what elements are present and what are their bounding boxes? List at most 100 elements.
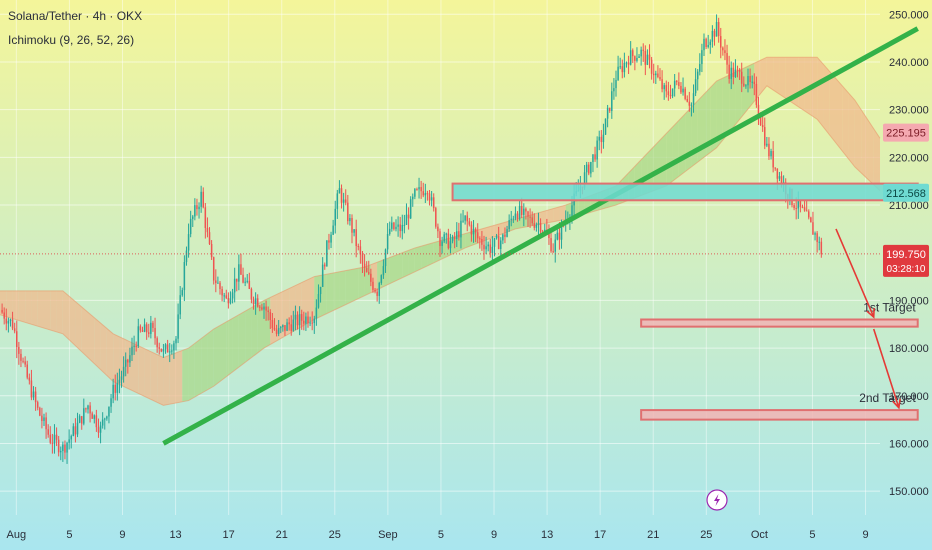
candle-body [456,231,458,240]
candle-body [810,217,812,223]
candle-body [648,54,651,60]
candle-body [644,50,647,65]
cloud-segment [421,244,428,269]
candle-body [368,272,370,274]
candle-body [705,38,707,47]
candle-body [740,71,743,84]
candle-body [41,415,43,421]
candle-body [583,172,586,188]
candle-body [261,307,263,310]
candle-body [9,319,12,321]
candle-body [374,289,376,292]
zone-2nd-target [640,409,919,421]
candle-body [217,282,219,284]
candle-body [347,202,349,222]
candle-body [305,316,307,324]
candle-body [313,318,316,324]
price-label-value: 212.568 [886,188,926,200]
candle-body [112,384,114,399]
cloud-segment [113,333,120,385]
cloud-segment [176,350,183,403]
cloud-segment [119,336,126,388]
cloud-segment [25,290,32,325]
candle-body [340,188,343,203]
candle-body [116,383,119,393]
candle-body [3,312,5,319]
candle-body [296,314,299,326]
candle-body [797,199,800,209]
candle-body [453,236,456,240]
candle-body [632,50,634,57]
candle-body [372,281,374,290]
candle-body [382,266,385,276]
candle-body [74,426,77,435]
candle-body [500,240,502,250]
lightning-icon[interactable] [706,489,728,511]
candle-body [774,167,776,169]
candle-body [72,426,75,436]
cloud-segment [308,276,315,324]
y-tick-label: 220.000 [889,152,929,164]
cloud-segment [62,290,70,340]
candle-body [53,434,56,444]
candle-body [623,62,626,73]
candle-body [428,193,431,201]
candle-body [384,249,387,267]
candle-body [468,221,471,225]
candle-body [504,234,506,237]
candle-body [778,176,781,179]
price-label-box [883,123,929,142]
cloud-segment [213,325,220,387]
candle-body [518,205,521,219]
y-tick-label: 180.000 [889,343,929,355]
candle-body [437,226,439,232]
candle-body [93,415,96,419]
candle-body [615,79,617,89]
candle-body [592,154,594,162]
candle-body [520,205,523,215]
candle-body [703,38,705,51]
target-arrow-shaft [835,228,875,318]
cloud-segment [295,282,302,331]
price-label-value: 199.750 [886,249,926,261]
candle-body [24,361,26,365]
candle-body [162,349,165,352]
cloud-segment [94,317,101,370]
cloud-segment [320,274,327,317]
candle-body [85,408,87,410]
candle-body [219,282,221,290]
candle-body [267,310,269,313]
candle-body [45,417,47,430]
candle-body [608,107,611,111]
candle-body [621,66,624,73]
cloud-segment [854,100,862,173]
target-arrow-shaft [872,328,900,408]
cloud-segment [220,321,227,382]
candle-body [20,353,22,361]
candle-body [246,280,248,282]
candle-body [720,36,722,48]
candle-body [667,91,670,96]
candle-body [743,83,745,86]
candle-body [215,280,217,283]
candle-body [294,314,297,320]
cloud-segment [829,71,836,144]
candle-body [613,88,615,92]
cloud-segment [496,222,503,237]
x-tick-label: 21 [647,529,659,541]
candle-body [751,81,753,83]
candle-body [495,235,498,239]
x-tick-label: 9 [119,529,125,541]
cloud-segment [245,307,252,363]
price-label-value: 225.195 [886,128,926,140]
candle-body [137,326,140,347]
cloud-segment [326,272,334,314]
candle-body [585,164,588,173]
candle-body [724,50,726,54]
candle-body [171,350,173,352]
cloud-segment [100,323,107,376]
candle-body [483,244,485,250]
candle-body [229,298,232,304]
candle-body [231,292,234,299]
candle-body [95,415,98,428]
